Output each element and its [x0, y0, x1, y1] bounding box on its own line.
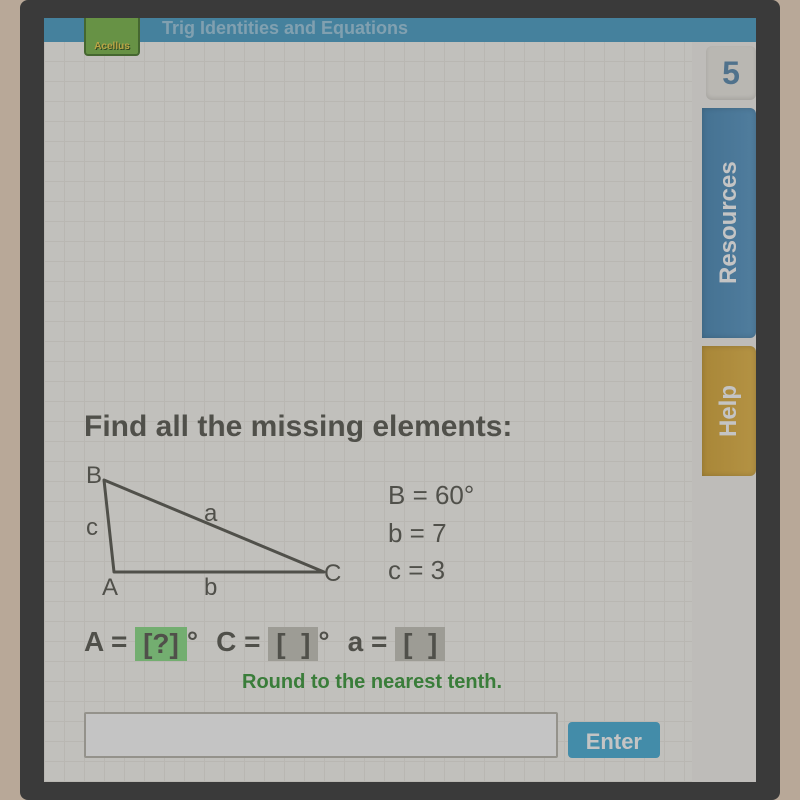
tab-resources-label: Resources	[715, 162, 743, 285]
tab-help[interactable]: Help	[702, 346, 756, 476]
entry-row: Enter	[84, 712, 660, 758]
brand-logo[interactable]: Acellus	[84, 18, 140, 56]
score-box: 5	[706, 46, 756, 100]
triangle-figure: B A C a b c	[84, 468, 344, 598]
rounding-hint: Round to the nearest tenth.	[84, 671, 660, 694]
score-value: 5	[722, 55, 740, 92]
given-values: B = 60° b = 7 c = 3	[388, 477, 474, 590]
answer-A: A = [?]°	[84, 626, 198, 661]
problem-block: Find all the missing elements: B A C a b…	[84, 410, 660, 758]
lesson-title: Trig Identities and Equations	[162, 18, 408, 39]
side-column: 5 Resources Help	[692, 42, 756, 782]
given-B: B = 60°	[388, 477, 474, 515]
answer-C-box[interactable]: [ ]	[268, 627, 318, 661]
header-bar: Trig Identities and Equations	[44, 18, 756, 42]
device-frame: Trig Identities and Equations Acellus 5 …	[20, 0, 780, 800]
side-a-label: a	[204, 500, 217, 528]
enter-button-label: Enter	[586, 729, 642, 754]
tab-help-label: Help	[715, 385, 743, 437]
content-area: Find all the missing elements: B A C a b…	[44, 42, 692, 782]
answer-a: a = [ ]	[348, 626, 446, 661]
side-b-label: b	[204, 574, 217, 602]
given-c: c = 3	[388, 552, 474, 590]
vertex-A-label: A	[102, 574, 118, 602]
figure-and-given-row: B A C a b c B = 60° b = 7 c = 3	[84, 468, 660, 598]
answer-a-box[interactable]: [ ]	[395, 627, 445, 661]
tab-resources[interactable]: Resources	[702, 108, 756, 338]
brand-logo-text: Acellus	[86, 41, 138, 52]
answer-C: C = [ ]°	[216, 626, 330, 661]
given-b: b = 7	[388, 515, 474, 553]
answers-row: A = [?]° C = [ ]° a = [ ]	[84, 626, 660, 661]
side-c-label: c	[86, 514, 98, 542]
enter-button[interactable]: Enter	[568, 722, 660, 758]
problem-prompt: Find all the missing elements:	[84, 410, 660, 444]
app-screen: Trig Identities and Equations Acellus 5 …	[44, 18, 756, 782]
vertex-C-label: C	[324, 560, 341, 588]
answer-input[interactable]	[84, 712, 558, 758]
answer-A-box[interactable]: [?]	[135, 627, 187, 661]
vertex-B-label: B	[86, 462, 102, 490]
